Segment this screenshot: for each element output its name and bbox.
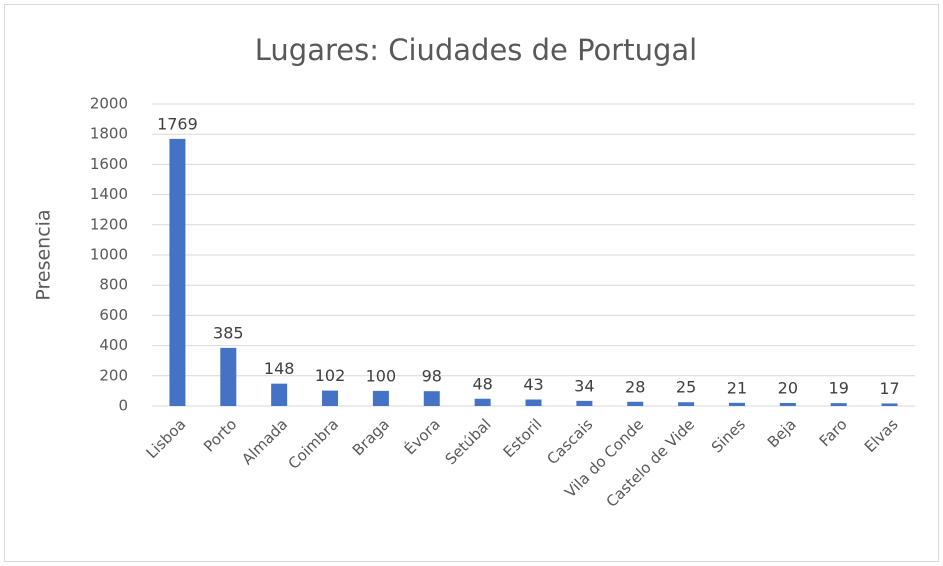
- data-label: 28: [625, 377, 645, 396]
- bar: [220, 347, 237, 406]
- data-label: 100: [366, 366, 397, 385]
- chart-frame: [4, 4, 939, 562]
- y-tick-label: 800: [99, 276, 128, 294]
- data-label: 17: [879, 379, 899, 398]
- data-label: 1769: [157, 114, 198, 133]
- bar: [169, 138, 186, 407]
- bar: [830, 403, 847, 406]
- bar: [322, 390, 339, 406]
- data-label: 21: [727, 378, 747, 397]
- y-tick-label: 2000: [90, 95, 128, 113]
- bar: [576, 400, 593, 406]
- bar: [372, 390, 389, 406]
- y-tick-label: 1800: [90, 125, 128, 143]
- y-tick-label: 1200: [90, 215, 128, 233]
- y-tick-label: 600: [99, 306, 128, 324]
- y-tick-label: 0: [118, 397, 128, 415]
- bar: [423, 391, 440, 406]
- chart-title: Lugares: Ciudades de Portugal: [255, 33, 697, 67]
- data-label: 34: [574, 376, 594, 395]
- y-tick-label: 1600: [90, 155, 128, 173]
- bar: [627, 401, 644, 406]
- bar: [881, 403, 898, 406]
- bar: [779, 402, 796, 406]
- data-label: 20: [778, 378, 798, 397]
- data-label: 385: [213, 323, 244, 342]
- data-label: 25: [676, 378, 696, 397]
- bar: [525, 399, 542, 406]
- data-label: 48: [472, 374, 492, 393]
- bar: [271, 383, 288, 406]
- bar: [474, 398, 491, 406]
- data-label: 43: [523, 375, 543, 394]
- data-label: 102: [315, 366, 346, 385]
- y-tick-label: 200: [99, 366, 128, 384]
- data-label: 148: [264, 359, 295, 378]
- data-label: 98: [422, 367, 442, 386]
- bar: [728, 402, 745, 406]
- y-tick-label: 1400: [90, 185, 128, 203]
- data-label: 19: [829, 379, 849, 398]
- y-axis-label: Presencia: [33, 209, 55, 300]
- y-tick-label: 400: [99, 336, 128, 354]
- bar: [678, 402, 695, 406]
- y-tick-label: 1000: [90, 246, 128, 264]
